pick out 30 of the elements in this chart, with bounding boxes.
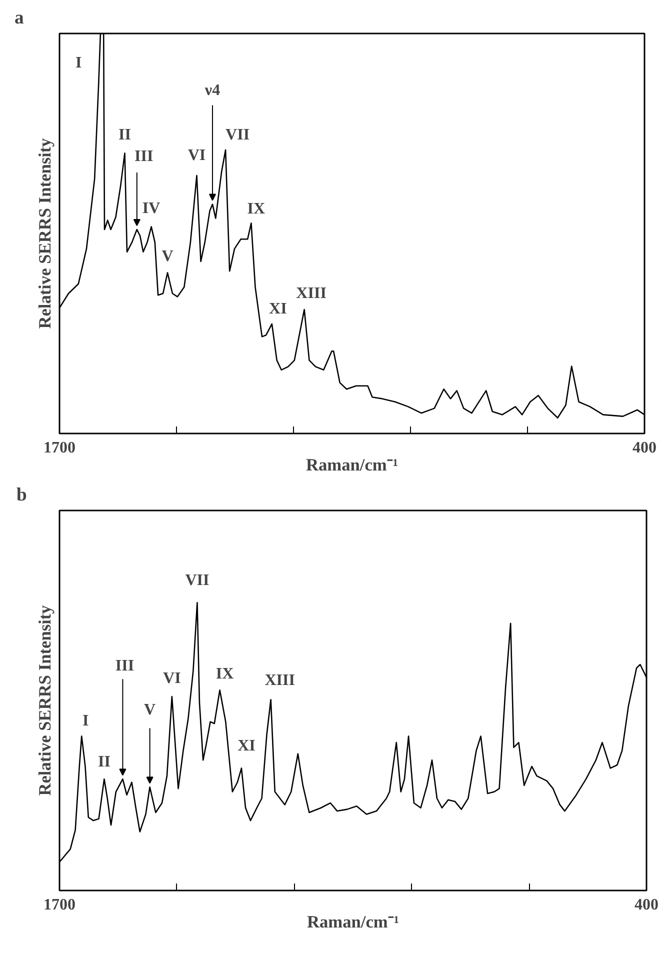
annotation: I [76,54,82,72]
x-tick-label: 400 [632,440,656,456]
annotation: IX [216,666,234,683]
x-tick-label: 1700 [44,896,76,914]
annotation: V [144,702,156,719]
chart-title: b [16,484,27,506]
x-axis-title: Raman/cm⁻¹ [306,912,400,932]
x-tick-label: 400 [634,896,658,914]
x-axis-title: Raman/cm⁻¹ [306,456,398,474]
x-tick-label: 1700 [44,440,76,456]
annotation: IV [142,200,161,218]
annotation: III [115,658,134,675]
annotation: I [82,712,89,730]
chart-title: a [14,8,24,28]
annotation: VI [188,147,206,164]
annotation: II [118,126,131,144]
annotation: IX [247,200,266,218]
annotation: ν4 [204,82,220,99]
annotation: XI [269,300,287,318]
annotation: XIII [264,672,295,690]
annotation: II [98,754,110,771]
annotation: VII [185,572,210,590]
annotation: V [162,248,174,266]
y-axis-title: Relative SERRS Intensity [36,138,54,329]
annotation: VI [163,670,181,687]
y-axis-title: Relative SERRS Intensity [36,604,54,796]
annotation: III [134,148,154,165]
annotation: XI [238,738,256,755]
annotation: XIII [296,285,326,302]
annotation: VII [226,126,250,144]
